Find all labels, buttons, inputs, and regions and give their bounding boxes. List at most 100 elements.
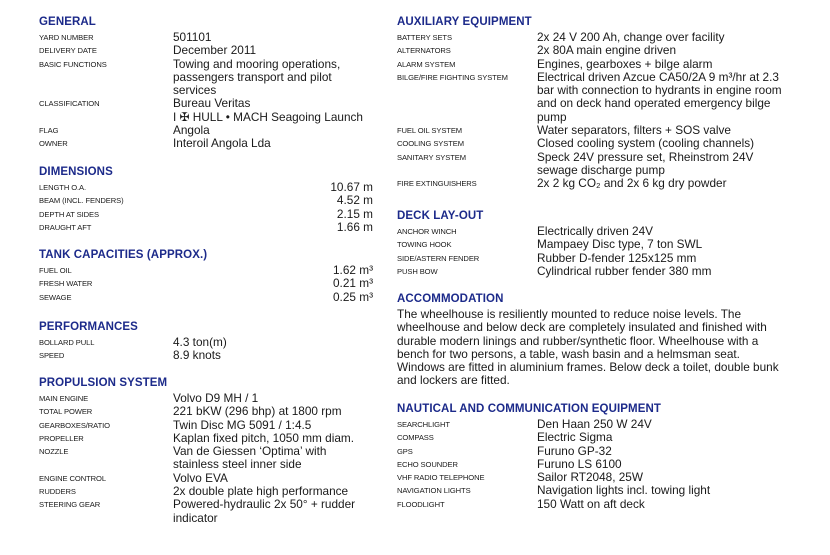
spec-value: Electrical driven Azcue CA50/2A 9 m³/hr … <box>537 69 782 124</box>
spec-value: Furuno LS 6100 <box>537 456 622 471</box>
spec-row: NAVIGATION LIGHTS Navigation lights incl.… <box>397 483 787 498</box>
spec-value: 2x 2 kg CO₂ and 2x 6 kg dry powder <box>537 176 727 191</box>
spec-value: Electrically driven 24V <box>537 224 654 238</box>
spec-row: FIRE EXTINGUISHERS 2x 2 kg CO₂ and 2x 6 k… <box>397 176 787 191</box>
section-heading: DIMENSIONS <box>39 166 113 178</box>
spec-row: DRAUGHT AFT 1.66 m <box>39 219 373 234</box>
spec-row: DEPTH AT SIDES 2.15 m <box>39 207 373 221</box>
spec-row: ALARM SYSTEM Engines, gearboxes + bilge a… <box>397 56 787 71</box>
spec-label: BOLLARD PULL <box>39 338 95 347</box>
spec-value: Powered-hydraulic 2x 50° + rudder indica… <box>173 497 356 525</box>
spec-row: OWNER Interoil Angola Lda <box>39 136 373 151</box>
spec-label: NOZZLE <box>39 447 69 457</box>
spec-row: BASIC FUNCTIONS Towing and mooring operat… <box>39 56 373 98</box>
spec-row: FLAG Angola <box>39 123 373 137</box>
spec-row: VHF RADIO TELEPHONE Sailor RT2048, 25W <box>397 470 787 485</box>
spec-row: DELIVERY DATE December 2011 <box>39 43 373 58</box>
section-heading: ACCOMMODATION <box>397 293 504 305</box>
spec-value: Interoil Angola Lda <box>173 136 271 151</box>
spec-row: YARD NUMBER 501101 <box>39 30 373 44</box>
spec-label: GPS <box>397 446 413 456</box>
spec-row: COMPASS Electric Sigma <box>397 430 787 445</box>
spec-row: TOTAL POWER 221 bKW (296 bhp) at 1800 rpm <box>39 404 373 419</box>
spec-label: ALARM SYSTEM <box>397 59 456 69</box>
spec-row: GEARBOXES/RATIO Twin Disc MG 5091 / 1:4.5 <box>39 418 373 432</box>
spec-label: GEARBOXES/RATIO <box>39 420 110 430</box>
spec-row: FUEL OIL SYSTEM Water separators, filters… <box>397 123 787 138</box>
spec-label: FLAG <box>39 126 59 136</box>
spec-value: Cylindrical rubber fender 380 mm <box>537 263 712 278</box>
spec-value: 2x double plate high performance <box>173 484 349 499</box>
spec-value: Engines, gearboxes + bilge alarm <box>537 56 713 71</box>
spec-label: BEAM (INCL. FENDERS) <box>39 196 124 206</box>
spec-label: FIRE EXTINGUISHERS <box>397 179 477 189</box>
spec-value: 4.3 ton(m) <box>173 335 227 349</box>
spec-row: BILGE/FIRE FIGHTING SYSTEM Electrical dri… <box>397 69 787 124</box>
spec-label: ECHO SOUNDER <box>397 459 458 469</box>
spec-value: Volvo D9 MH / 1 <box>173 391 259 405</box>
spec-value: Water separators, filters + SOS valve <box>537 123 731 138</box>
section-heading: NAUTICAL AND COMMUNICATION EQUIPMENT <box>397 403 662 415</box>
spec-value: Van de Giessen ‘Optima’ with stainless s… <box>173 444 327 472</box>
spec-value: Closed cooling system (cooling channels) <box>537 136 755 151</box>
section-dimensions: DIMENSIONS LENGTH O.A. 10.67 m BEAM (INCL. … <box>39 165 373 234</box>
spec-value: December 2011 <box>173 43 257 58</box>
section-heading: PROPULSION SYSTEM <box>39 377 168 389</box>
section-heading: PERFORMANCES <box>39 321 138 333</box>
spec-label: BATTERY SETS <box>397 33 452 42</box>
spec-value: Electric Sigma <box>537 430 613 445</box>
spec-label: SEARCHLIGHT <box>397 420 450 429</box>
spec-label: ALTERNATORS <box>397 46 451 56</box>
spec-value: 2x 24 V 200 Ah, change over facility <box>537 30 725 44</box>
section-heading: GENERAL <box>39 16 96 28</box>
spec-value: Bureau Veritas I ✠ HULL • MACH Seagoing … <box>173 96 363 124</box>
spec-label: DELIVERY DATE <box>39 46 97 56</box>
section-general: GENERAL YARD NUMBER 501101 DELIVERY DATE Dec… <box>39 15 373 151</box>
spec-row: ANCHOR WINCH Electrically driven 24V <box>397 224 787 238</box>
spec-value: Sailor RT2048, 25W <box>537 470 644 485</box>
spec-label: VHF RADIO TELEPHONE <box>397 473 485 483</box>
spec-label: YARD NUMBER <box>39 33 94 42</box>
spec-label: FRESH WATER <box>39 279 93 289</box>
spec-row: FLOODLIGHT 150 Watt on aft deck <box>397 496 787 511</box>
spec-row: TOWING HOOK Mampaey Disc type, 7 ton SWL <box>397 237 787 252</box>
spec-value: Navigation lights incl. towing light <box>537 483 711 498</box>
spec-label: NAVIGATION LIGHTS <box>397 486 471 496</box>
spec-row: STEERING GEAR Powered-hydraulic 2x 50° + … <box>39 498 373 525</box>
spec-label: BILGE/FIRE FIGHTING SYSTEM <box>397 72 508 82</box>
spec-label: TOWING HOOK <box>397 240 452 250</box>
spec-label: PROPELLER <box>39 433 84 443</box>
spec-value: 8.9 knots <box>173 348 221 363</box>
spec-row: BATTERY SETS 2x 24 V 200 Ah, change over … <box>397 30 787 44</box>
spec-label: TOTAL POWER <box>39 407 93 417</box>
spec-value: Furuno GP-32 <box>537 443 612 458</box>
spec-row: SANITARY SYSTEM Speck 24V pressure set, R… <box>397 150 787 178</box>
spec-label: OWNER <box>39 139 68 149</box>
spec-value: 1.66 m <box>336 219 373 234</box>
spec-row: COOLING SYSTEM Closed cooling system (coo… <box>397 136 787 151</box>
spec-row: SEARCHLIGHT Den Haan 250 W 24V <box>397 417 787 431</box>
spec-value: Towing and mooring operations, passenger… <box>173 56 341 98</box>
spec-label: FLOODLIGHT <box>397 499 445 509</box>
spec-label: BASIC FUNCTIONS <box>39 59 107 69</box>
spec-row: BOLLARD PULL 4.3 ton(m) <box>39 335 373 349</box>
spec-row: PROPELLER Kaplan fixed pitch, 1050 mm dia… <box>39 430 373 445</box>
spec-label: FUEL OIL <box>39 266 72 275</box>
spec-value: 221 bKW (296 bhp) at 1800 rpm <box>173 404 342 419</box>
spec-value: Kaplan fixed pitch, 1050 mm diam. <box>173 430 354 445</box>
section-auxiliary-equipment: AUXILIARY EQUIPMENT BATTERY SETS 2x 24 V 2… <box>397 15 787 191</box>
spec-label: CLASSIFICATION <box>39 99 100 109</box>
spec-value: Mampaey Disc type, 7 ton SWL <box>537 237 703 252</box>
spec-value: 10.67 m <box>330 180 373 194</box>
spec-row: GPS Furuno GP-32 <box>397 443 787 458</box>
spec-label: DRAUGHT AFT <box>39 222 92 232</box>
spec-value: 0.25 m³ <box>333 289 373 304</box>
spec-label: ENGINE CONTROL <box>39 473 106 483</box>
spec-row: SEWAGE 0.25 m³ <box>39 289 373 304</box>
spec-value: 150 Watt on aft deck <box>537 496 645 511</box>
section-nautical-communication: NAUTICAL AND COMMUNICATION EQUIPMENT SEAR… <box>397 402 787 511</box>
spec-row: PUSH BOW Cylindrical rubber fender 380 mm <box>397 263 787 278</box>
spec-row: FRESH WATER 0.21 m³ <box>39 276 373 290</box>
spec-label: RUDDERS <box>39 487 76 497</box>
accommodation-text: The wheelhouse is resiliently mounted to… <box>397 307 779 388</box>
